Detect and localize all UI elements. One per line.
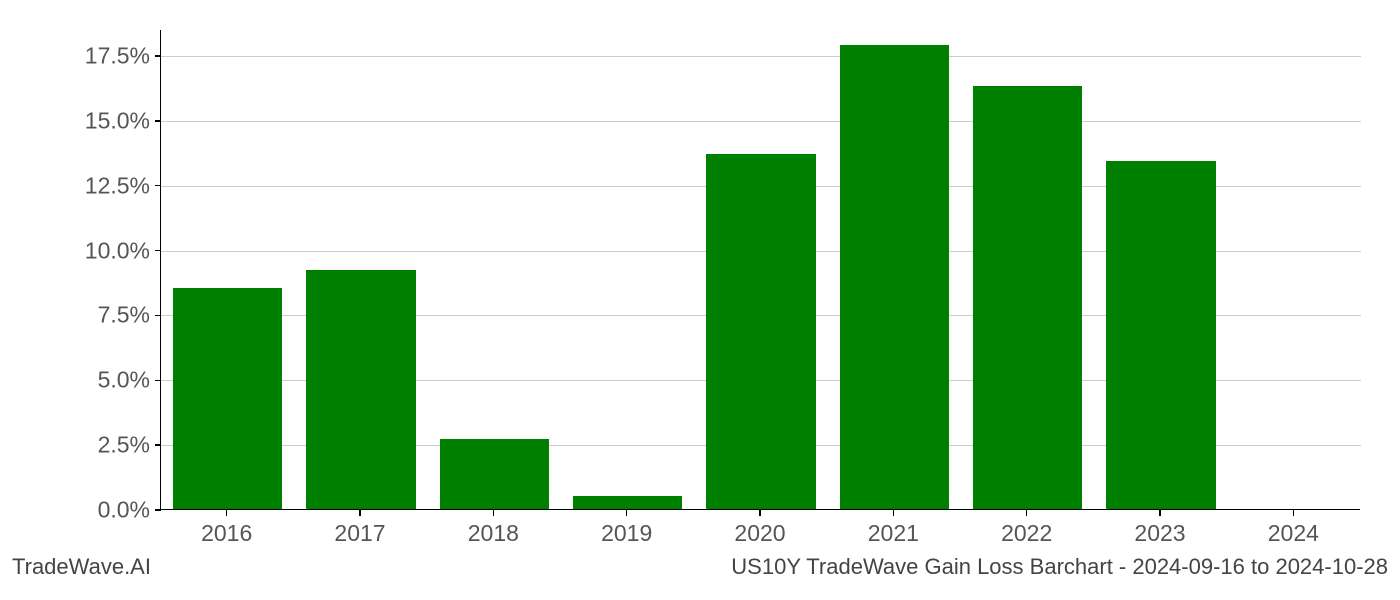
ytick-mark: [155, 185, 161, 187]
footer-right-label: US10Y TradeWave Gain Loss Barchart - 202…: [731, 554, 1388, 580]
xtick-label: 2018: [468, 520, 519, 547]
xtick-label: 2021: [868, 520, 919, 547]
bar: [973, 86, 1082, 509]
bar: [1106, 161, 1215, 509]
ytick-label: 17.5%: [10, 42, 150, 69]
gridline: [161, 121, 1361, 122]
xtick-mark: [626, 510, 628, 516]
xtick-mark: [1159, 510, 1161, 516]
ytick-mark: [155, 55, 161, 57]
ytick-label: 5.0%: [10, 367, 150, 394]
bar-chart: 0.0%2.5%5.0%7.5%10.0%12.5%15.0%17.5% 201…: [160, 30, 1360, 540]
ytick-mark: [155, 315, 161, 317]
footer-left-label: TradeWave.AI: [12, 554, 151, 580]
ytick-mark: [155, 380, 161, 382]
xtick-label: 2017: [334, 520, 385, 547]
xtick-label: 2020: [734, 520, 785, 547]
ytick-mark: [155, 509, 161, 511]
ytick-label: 12.5%: [10, 172, 150, 199]
xtick-mark: [1026, 510, 1028, 516]
xtick-mark: [226, 510, 228, 516]
xtick-mark: [893, 510, 895, 516]
xtick-mark: [359, 510, 361, 516]
xtick-label: 2024: [1268, 520, 1319, 547]
xtick-mark: [493, 510, 495, 516]
ytick-label: 10.0%: [10, 237, 150, 264]
ytick-label: 2.5%: [10, 432, 150, 459]
ytick-label: 15.0%: [10, 107, 150, 134]
bar: [173, 288, 282, 509]
bar: [706, 154, 815, 509]
bar: [573, 496, 682, 509]
bar: [440, 439, 549, 509]
bar: [306, 270, 415, 509]
bar: [840, 45, 949, 509]
ytick-label: 7.5%: [10, 302, 150, 329]
plot-area: [160, 30, 1360, 510]
xtick-label: 2016: [201, 520, 252, 547]
ytick-mark: [155, 250, 161, 252]
xtick-label: 2023: [1134, 520, 1185, 547]
ytick-mark: [155, 444, 161, 446]
ytick-label: 0.0%: [10, 497, 150, 524]
gridline: [161, 56, 1361, 57]
xtick-mark: [1293, 510, 1295, 516]
xtick-label: 2022: [1001, 520, 1052, 547]
xtick-label: 2019: [601, 520, 652, 547]
xtick-mark: [759, 510, 761, 516]
ytick-mark: [155, 120, 161, 122]
